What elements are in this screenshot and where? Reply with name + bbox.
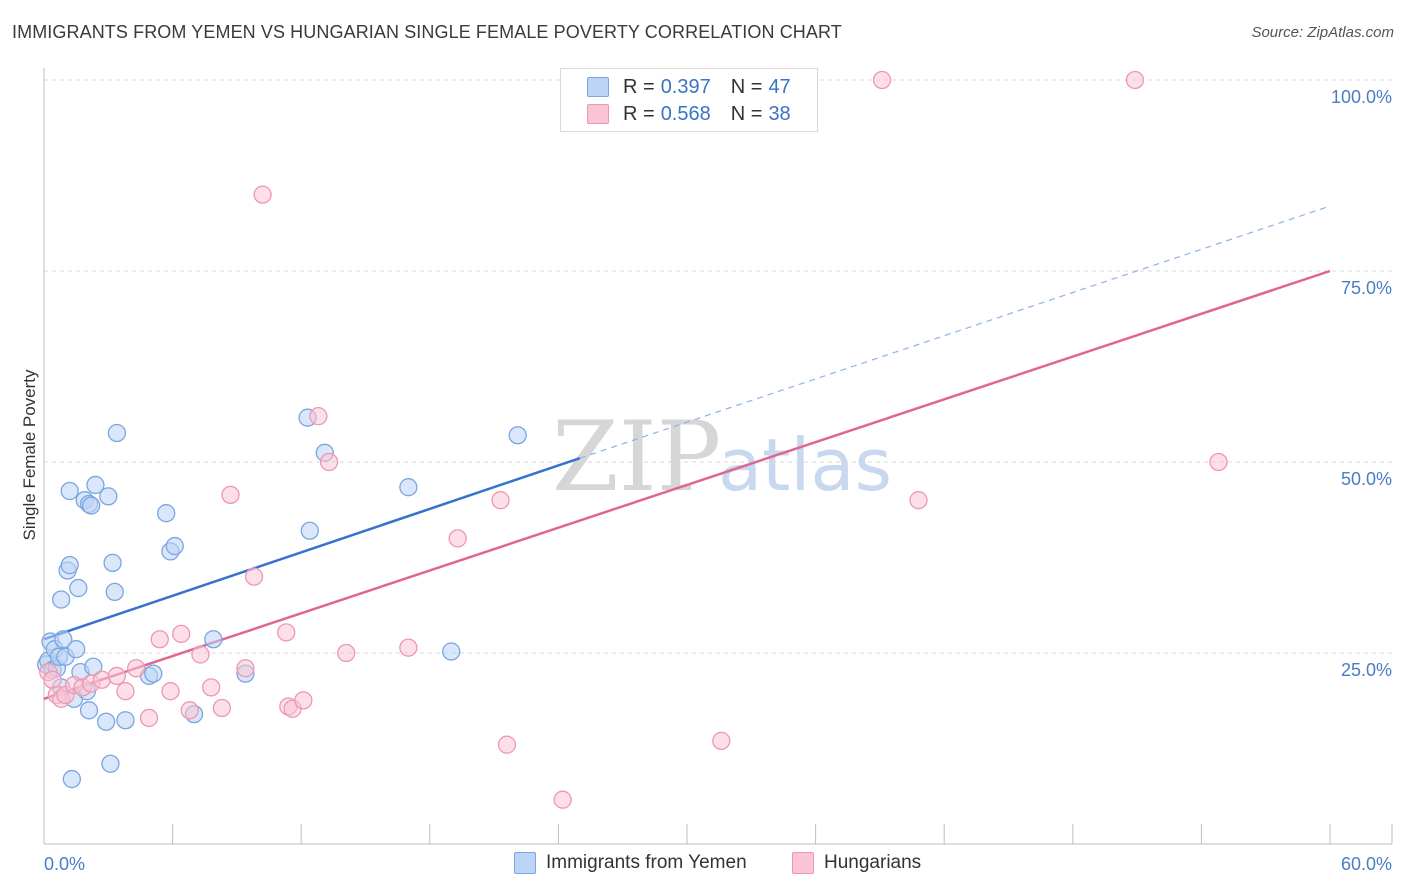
legend-n-label: N = xyxy=(730,75,763,98)
point-yemen xyxy=(165,536,184,556)
point-hungarians xyxy=(150,630,169,649)
legend-r-value-yemen: 0.397 xyxy=(660,75,711,98)
point-yemen xyxy=(116,711,135,730)
legend-n-value-yemen: 47 xyxy=(768,75,791,98)
point-hungarians xyxy=(107,666,127,686)
bottom-legend-hungarians: Hungarians xyxy=(792,852,921,874)
point-yemen xyxy=(82,496,101,515)
trend-line-hungarians xyxy=(43,269,1331,701)
point-hungarians xyxy=(294,691,313,710)
point-yemen xyxy=(99,487,118,506)
point-hungarians xyxy=(180,701,199,720)
points-layer xyxy=(36,70,1228,809)
point-yemen xyxy=(60,555,79,575)
point-yemen xyxy=(300,521,319,540)
point-yemen xyxy=(86,475,105,495)
legend-r-label: R = xyxy=(623,102,655,125)
point-hungarians xyxy=(127,659,146,678)
point-hungarians xyxy=(221,485,240,505)
point-yemen xyxy=(103,553,122,572)
point-hungarians xyxy=(116,682,135,701)
point-hungarians xyxy=(337,643,356,663)
point-hungarians xyxy=(202,678,221,697)
point-yemen xyxy=(97,712,116,731)
point-hungarians xyxy=(139,708,159,728)
point-hungarians xyxy=(309,407,328,426)
chart-title: IMMIGRANTS FROM YEMEN VS HUNGARIAN SINGL… xyxy=(12,22,842,42)
point-hungarians xyxy=(212,698,232,718)
point-yemen xyxy=(107,423,127,443)
point-hungarians xyxy=(491,491,510,510)
legend-row-yemen: R = 0.397 N = 47 xyxy=(587,75,791,99)
y-axis-label: Single Female Poverty xyxy=(20,369,39,541)
legend-row-hungarians: R = 0.568 N = 38 xyxy=(587,102,791,126)
legend-n-label: N = xyxy=(730,102,763,125)
point-hungarians xyxy=(497,735,517,754)
point-hungarians xyxy=(448,529,467,548)
watermark-zip: ZIP xyxy=(552,401,721,513)
point-hungarians xyxy=(712,731,731,751)
point-yemen xyxy=(54,630,73,649)
point-yemen xyxy=(442,642,461,661)
x-tick-label: 60.0% xyxy=(1341,854,1392,874)
point-hungarians xyxy=(43,670,62,689)
point-yemen xyxy=(105,582,124,602)
legend-r-value-hungarians: 0.568 xyxy=(660,102,711,125)
point-hungarians xyxy=(1125,70,1145,90)
point-hungarians xyxy=(191,645,210,664)
point-hungarians xyxy=(1209,452,1228,472)
trend-line-yemen xyxy=(43,456,581,641)
axis-layer xyxy=(43,68,1393,845)
bottom-legend-yemen: Immigrants from Yemen xyxy=(514,852,747,874)
point-yemen xyxy=(204,630,223,649)
trend-line-yemen-extension xyxy=(579,205,1331,459)
correlation-legend: R = 0.397 N = 47 R = 0.568 N = 38 xyxy=(560,68,818,132)
point-yemen xyxy=(79,701,99,720)
x-tick-label: 0.0% xyxy=(44,854,85,874)
point-hungarians xyxy=(399,638,418,657)
point-hungarians xyxy=(553,790,572,809)
point-hungarians xyxy=(172,624,191,644)
bottom-legend-label-hungarians: Hungarians xyxy=(824,852,922,873)
trend-layer xyxy=(43,205,1331,701)
point-yemen xyxy=(399,478,418,497)
point-yemen xyxy=(144,664,163,683)
y-tick-label: 100.0% xyxy=(1331,87,1392,107)
point-hungarians xyxy=(236,659,255,678)
point-hungarians xyxy=(909,491,928,510)
point-hungarians xyxy=(253,185,272,204)
legend-n-value-hungarians: 38 xyxy=(768,102,791,125)
legend-swatch-yemen xyxy=(587,77,609,97)
point-hungarians xyxy=(872,70,892,90)
y-tick-label: 25.0% xyxy=(1341,660,1392,680)
point-hungarians xyxy=(244,567,264,586)
point-yemen xyxy=(157,504,176,523)
bottom-legend-label-yemen: Immigrants from Yemen xyxy=(546,852,747,873)
point-yemen xyxy=(69,578,88,598)
point-yemen xyxy=(67,640,86,659)
tick-layer: 25.0% 50.0% 75.0% 100.0% 0.0% 60.0% xyxy=(44,87,1392,874)
bottom-legend-swatch-yemen xyxy=(514,852,536,874)
point-yemen xyxy=(508,426,527,445)
point-yemen xyxy=(101,754,120,773)
point-yemen xyxy=(51,590,71,609)
point-yemen xyxy=(62,769,82,789)
point-hungarians xyxy=(277,623,296,642)
point-yemen xyxy=(60,481,79,501)
bottom-legend-swatch-hungarians xyxy=(792,852,814,874)
y-tick-label: 75.0% xyxy=(1341,278,1392,298)
point-hungarians xyxy=(92,670,112,689)
grid-layer xyxy=(44,79,1392,654)
legend-r-label: R = xyxy=(623,75,655,98)
point-hungarians xyxy=(319,452,339,472)
legend-swatch-hungarians xyxy=(587,104,609,124)
y-tick-label: 50.0% xyxy=(1341,469,1392,489)
source-attribution: Source: ZipAtlas.com xyxy=(1251,24,1394,41)
point-hungarians xyxy=(161,682,180,701)
